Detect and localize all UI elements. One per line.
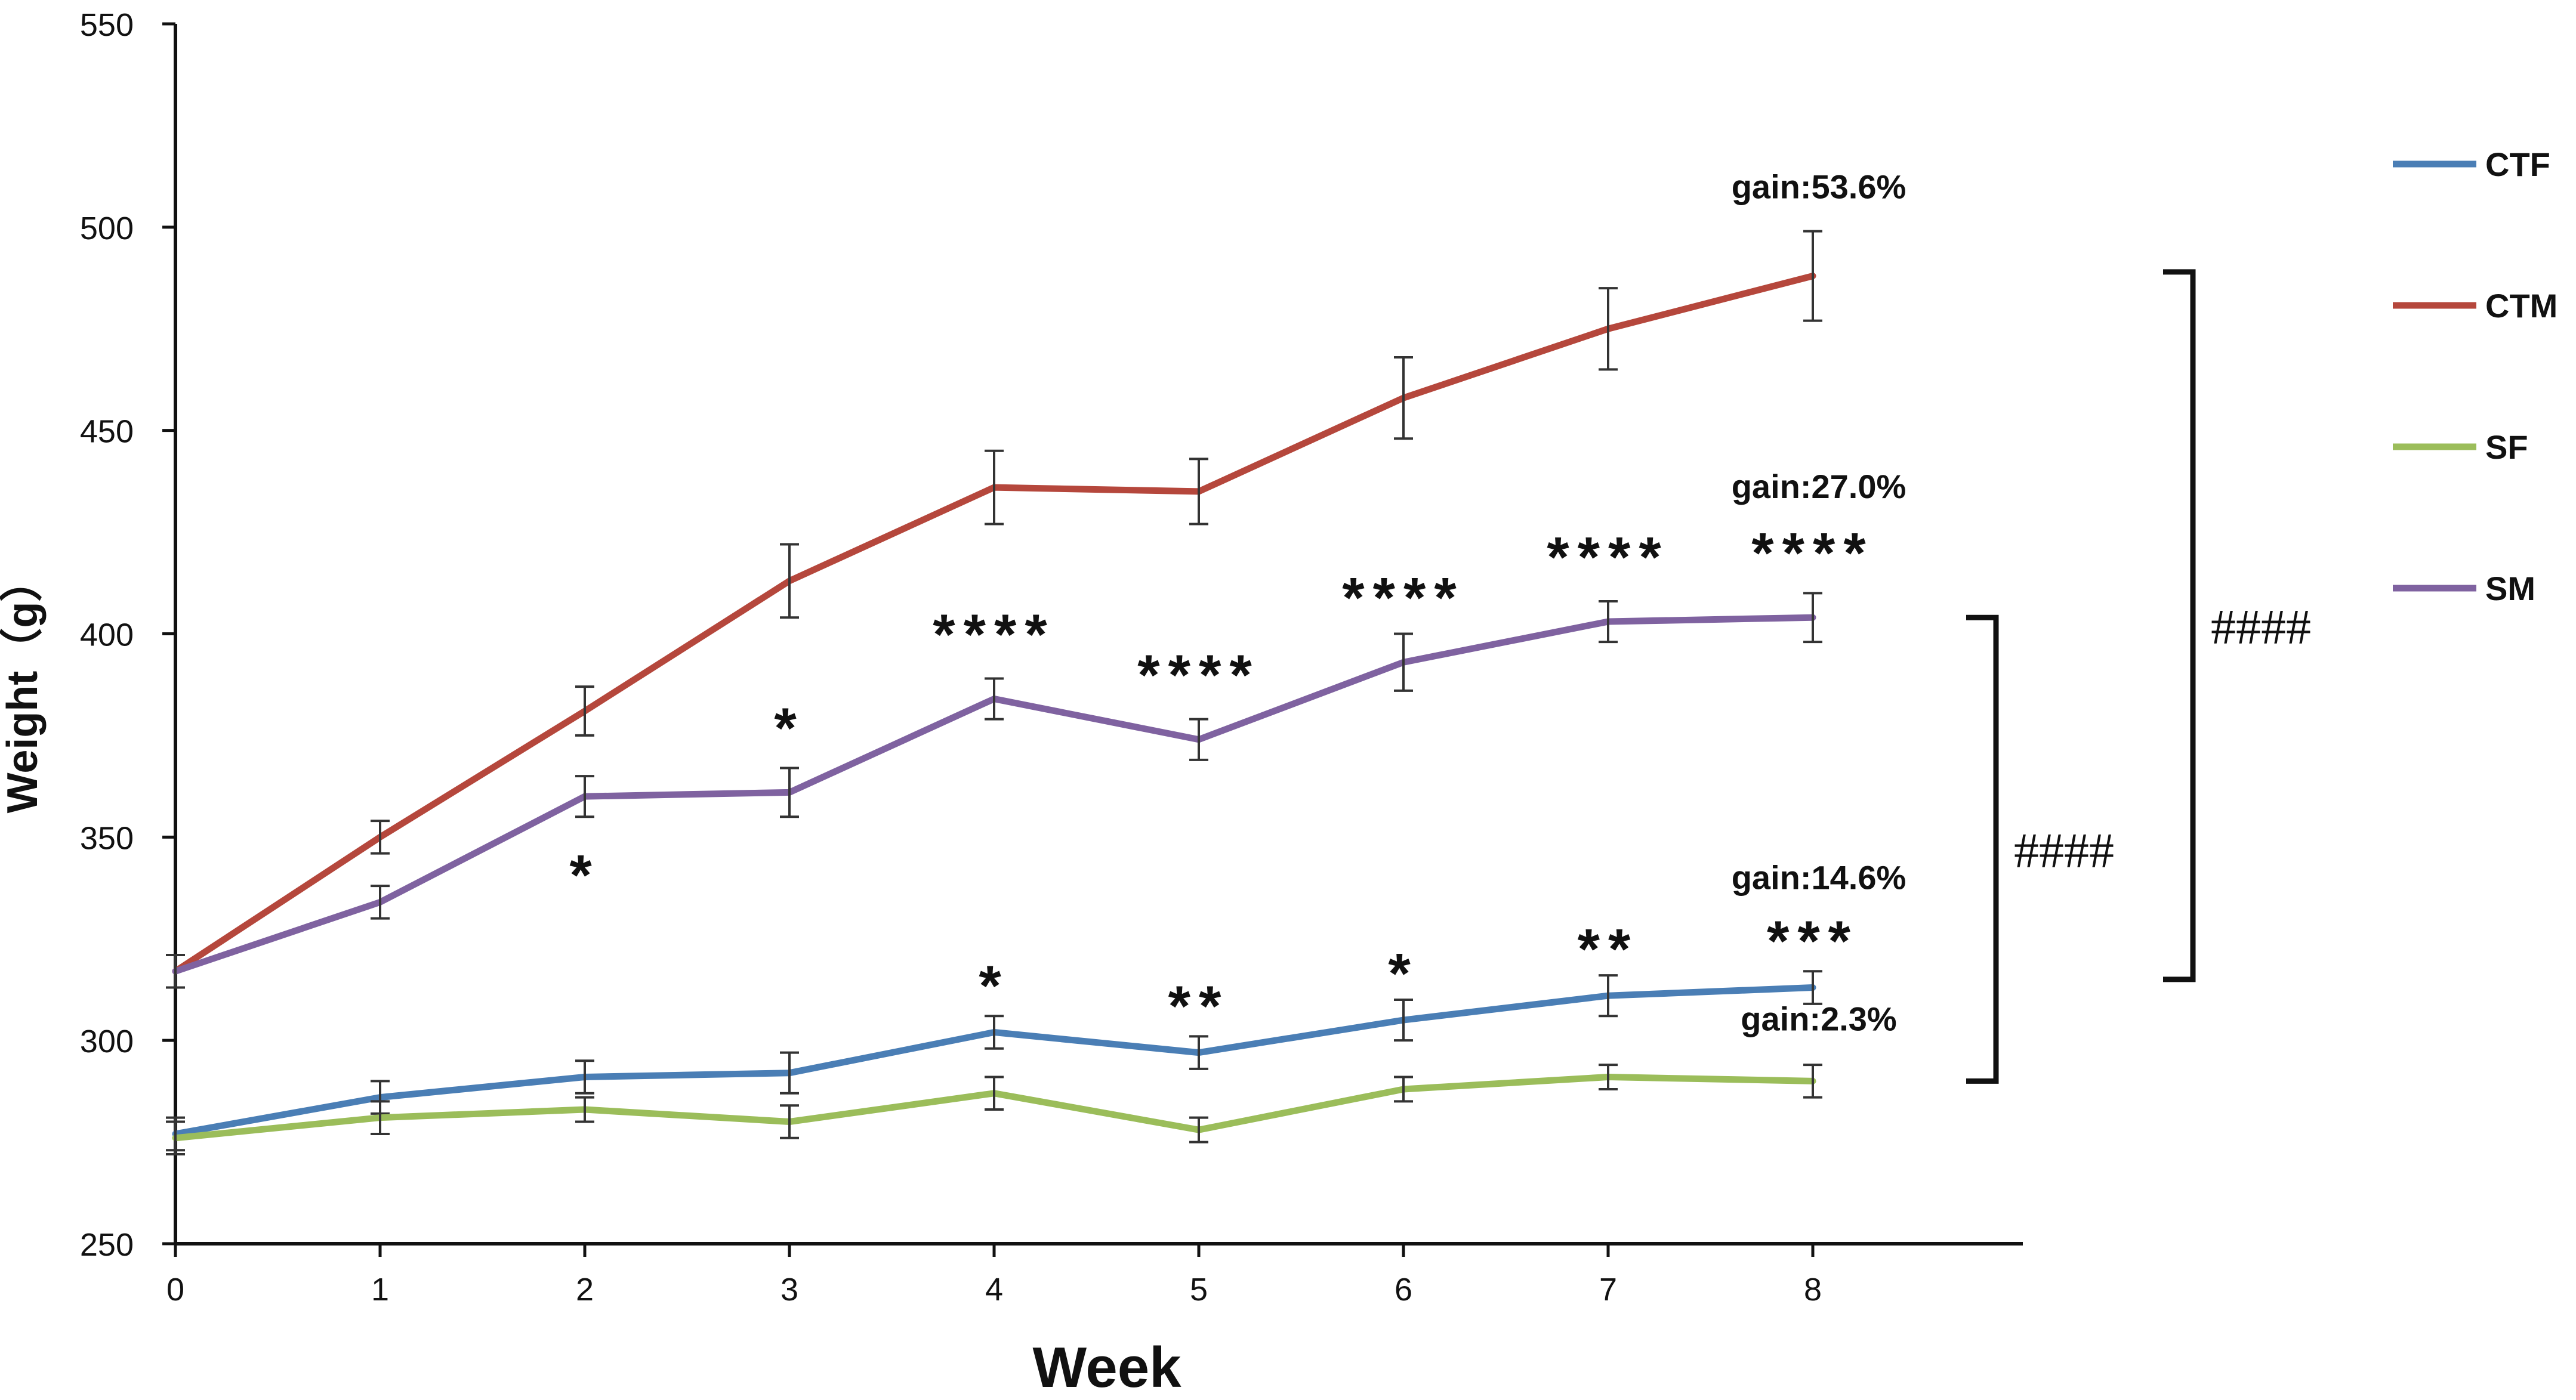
ctf-significance: *** (1767, 910, 1859, 973)
sm-significance: **** (1547, 526, 1669, 589)
sm-significance: **** (1137, 644, 1260, 707)
y-tick-label: 400 (80, 617, 134, 653)
error-bar-sm (166, 954, 185, 989)
error-bar-ctm (371, 820, 390, 855)
x-tick-label: 6 (1395, 1272, 1412, 1308)
x-tick-label: 4 (985, 1272, 1003, 1308)
y-axis-title: Weight（g） (0, 559, 47, 814)
error-bar-ctm (1599, 287, 1618, 371)
bracket-label: #### (2014, 823, 2114, 879)
legend-label: SM (2485, 570, 2535, 607)
error-bar-ctm (575, 685, 594, 737)
series-sm (166, 592, 1822, 989)
ctf-significance: ** (1578, 917, 1639, 981)
error-bar-sm (371, 885, 390, 920)
error-bar-sf (1599, 1064, 1618, 1090)
axes: 250 300 350 400 450 500 550 0 1 2 3 4 5 6 7 8 (80, 7, 2023, 1308)
annotations: gain:53.6% gain:27.0% gain:14.6% gain:2.3% *… (569, 168, 2311, 1084)
error-bar-sm (575, 775, 594, 818)
error-bar-sf (985, 1076, 1004, 1111)
x-tick-label: 5 (1190, 1272, 1208, 1308)
y-tick-label: 500 (80, 211, 134, 246)
error-bar-sf (166, 1120, 185, 1156)
error-bar-sm (1803, 592, 1822, 644)
y-tick-label: 550 (80, 7, 134, 43)
gain-label-sf: gain:2.3% (1741, 1000, 1896, 1037)
ctf-significance: ** (1168, 975, 1230, 1039)
series-sf (166, 1064, 1822, 1156)
error-bar-ctf (985, 1015, 1004, 1050)
legend: CTF CTM SF SM (2393, 146, 2558, 607)
error-bar-sf (371, 1100, 390, 1135)
ctf-significance: * (1388, 942, 1418, 1006)
error-bar-ctm (780, 543, 799, 619)
bracket-label: #### (2211, 599, 2311, 655)
x-tick-label: 3 (780, 1272, 798, 1308)
gain-label-sm: gain:27.0% (1732, 468, 1906, 505)
error-bar-sm (780, 767, 799, 818)
error-bar-ctf (1394, 999, 1413, 1042)
error-bar-sm (1599, 599, 1618, 644)
x-tick-label: 1 (371, 1272, 389, 1308)
error-bar-ctm (985, 449, 1004, 526)
error-bar-sm (1394, 632, 1413, 692)
x-tick-label: 0 (166, 1272, 184, 1308)
sm-significance: **** (1751, 521, 1874, 585)
error-bar-sm (985, 677, 1004, 721)
ctf-significance: * (979, 954, 1009, 1018)
x-tick-label: 8 (1804, 1272, 1822, 1308)
significance-bracket: #### (1966, 614, 2114, 1084)
legend-label: CTM (2485, 287, 2558, 324)
error-bar-ctf (1803, 970, 1822, 1005)
legend-item-ctm: CTM (2393, 287, 2558, 324)
sm-significance: * (774, 696, 804, 760)
error-bar-ctf (1189, 1035, 1208, 1070)
x-tick-label: 2 (576, 1272, 594, 1308)
legend-item-ctf: CTF (2393, 146, 2550, 183)
error-bar-ctf (1599, 974, 1618, 1018)
bracket-line (1966, 614, 1999, 1084)
gain-label-ctf: gain:14.6% (1732, 859, 1906, 897)
legend-label: CTF (2485, 146, 2550, 183)
error-bar-ctf (780, 1051, 799, 1095)
y-tick-label: 300 (80, 1024, 134, 1059)
error-bar-ctm (1803, 230, 1822, 322)
series-line-sm (172, 614, 1816, 975)
x-axis-title: Week (1032, 1336, 1181, 1399)
bracket-line (2163, 269, 2196, 982)
x-tick-label: 7 (1599, 1272, 1617, 1308)
y-tick-label: 250 (80, 1227, 134, 1263)
error-bar-ctm (1394, 356, 1413, 440)
series-layer (166, 230, 1822, 1156)
legend-item-sf: SF (2393, 428, 2528, 466)
sm-significance: **** (1342, 566, 1464, 630)
error-bar-sf (575, 1096, 594, 1123)
legend-label: SF (2485, 428, 2528, 466)
legend-item-sm: SM (2393, 570, 2535, 607)
error-bar-sf (1394, 1076, 1413, 1103)
error-bar-sf (780, 1104, 799, 1139)
sm-significance: **** (933, 603, 1055, 667)
sm-significance: * (569, 843, 600, 907)
error-bar-sf (1189, 1116, 1208, 1144)
significance-bracket: #### (2163, 269, 2311, 982)
error-bar-sf (1803, 1064, 1822, 1099)
y-tick-label: 350 (80, 820, 134, 856)
error-bar-ctf (575, 1059, 594, 1095)
error-bar-sm (1189, 718, 1208, 761)
error-bar-ctm (1189, 458, 1208, 526)
series-ctf (166, 970, 1822, 1152)
series-ctm (166, 230, 1822, 989)
y-tick-label: 450 (80, 414, 134, 450)
gain-label-ctm: gain:53.6% (1732, 168, 1906, 206)
